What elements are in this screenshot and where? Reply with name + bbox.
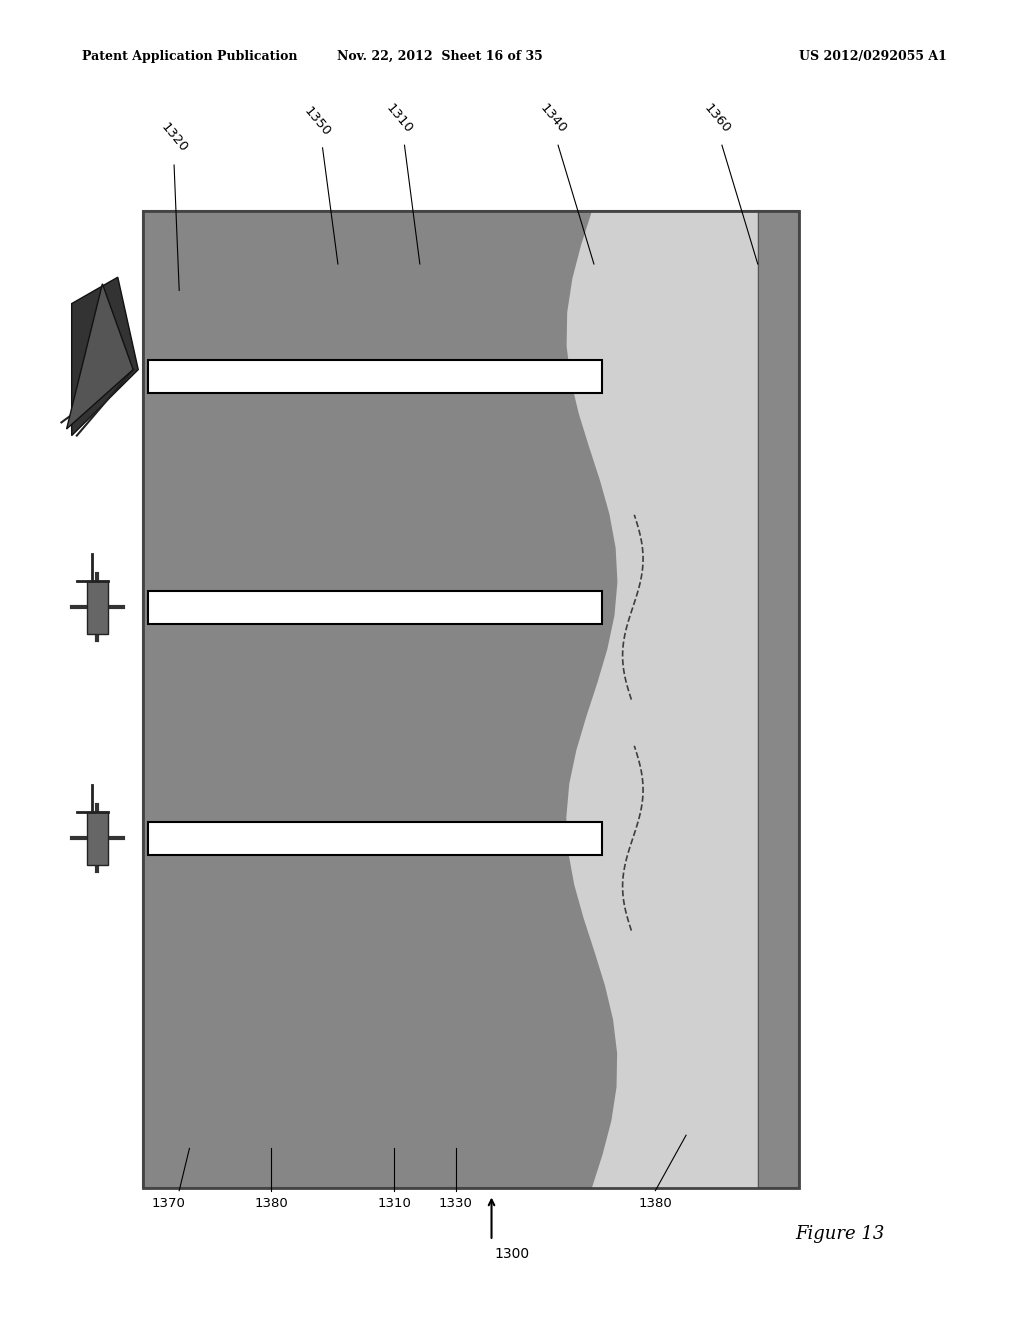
Bar [87,812,108,865]
Bar [758,211,799,1188]
Text: Figure 13: Figure 13 [795,1225,885,1243]
Text: 1380: 1380 [255,1197,288,1210]
Text: US 2012/0292055 A1: US 2012/0292055 A1 [799,50,946,63]
Text: 1320: 1320 [159,120,189,154]
Polygon shape [566,211,758,1188]
Text: 1300: 1300 [495,1247,529,1262]
Bar [148,590,602,623]
Text: Patent Application Publication: Patent Application Publication [82,50,297,63]
Text: 1340: 1340 [538,102,568,136]
Polygon shape [67,284,133,429]
Text: 1380: 1380 [639,1197,672,1210]
Bar [143,211,799,1188]
Polygon shape [72,277,138,436]
Text: 1360: 1360 [701,102,732,136]
Text: Nov. 22, 2012  Sheet 16 of 35: Nov. 22, 2012 Sheet 16 of 35 [338,50,543,63]
Text: 1370: 1370 [152,1197,186,1210]
Text: 1350: 1350 [302,104,333,139]
Text: 1310: 1310 [377,1197,412,1210]
Bar [87,581,108,634]
Bar [148,821,602,855]
Bar [143,211,758,1188]
Bar [148,359,602,393]
Text: 1310: 1310 [384,102,415,136]
Text: 1330: 1330 [438,1197,473,1210]
